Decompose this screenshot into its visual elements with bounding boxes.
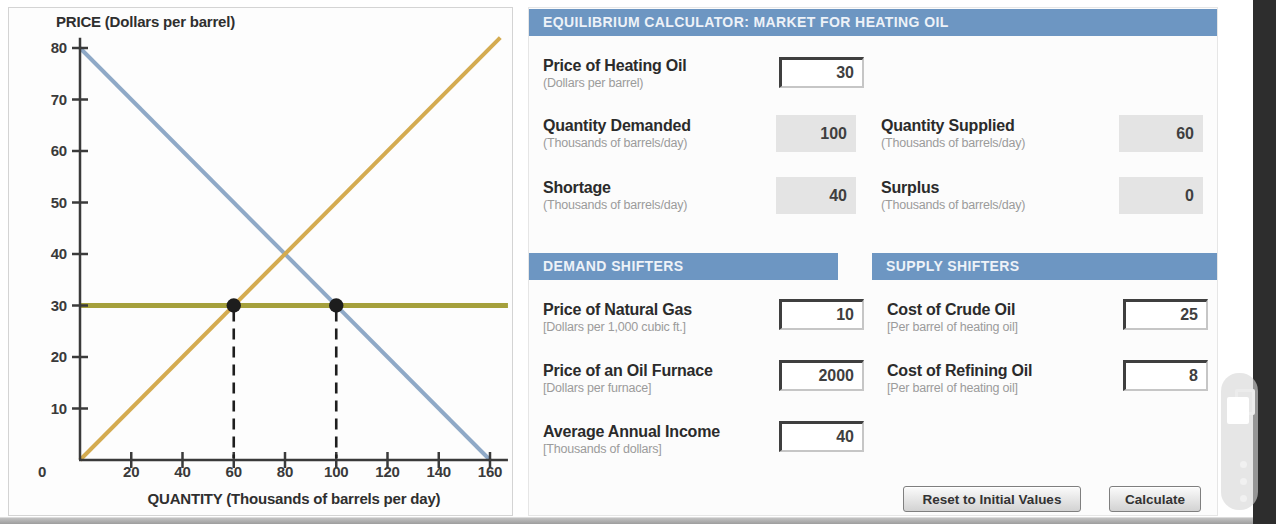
calculator-panel: EQUILIBRIUM CALCULATOR: MARKET FOR HEATI… — [528, 7, 1218, 516]
surplus-label: Surplus (Thousands of barrels/day) — [881, 179, 1025, 213]
svg-text:PRICE (Dollars per barrel): PRICE (Dollars per barrel) — [56, 13, 235, 30]
svg-text:100: 100 — [324, 463, 348, 480]
bottom-divider-band — [0, 517, 1276, 524]
price-of-heating-oil-label: Price of Heating Oil (Dollars per barrel… — [543, 57, 687, 91]
svg-text:50: 50 — [51, 194, 67, 211]
surplus-value: 0 — [1119, 177, 1203, 214]
svg-text:40: 40 — [174, 463, 190, 480]
svg-text:70: 70 — [51, 91, 67, 108]
app-window: 10 20 30 40 50 60 70 80 0 20 40 60 80 100 120 140 160 PRI… — [0, 0, 1276, 524]
price-of-oil-furnace-input[interactable] — [779, 360, 864, 391]
average-annual-income-label: Average Annual Income [Thousands of doll… — [543, 423, 720, 457]
svg-text:80: 80 — [277, 463, 293, 480]
shortage-label: Shortage (Thousands of barrels/day) — [543, 179, 687, 213]
svg-text:20: 20 — [123, 463, 139, 480]
svg-text:140: 140 — [427, 463, 451, 480]
calculator-title-bar: EQUILIBRIUM CALCULATOR: MARKET FOR HEATI… — [529, 9, 1217, 36]
quantity-demanded-label: Quantity Demanded (Thousands of barrels/… — [543, 117, 691, 151]
svg-text:40: 40 — [51, 245, 67, 262]
svg-text:10: 10 — [51, 400, 67, 417]
svg-text:60: 60 — [51, 142, 67, 159]
svg-text:0: 0 — [38, 463, 46, 480]
vertical-ellipsis-icon[interactable] — [1240, 461, 1248, 505]
price-of-oil-furnace-label: Price of an Oil Furnace [Dollars per fur… — [543, 362, 713, 396]
cost-of-refining-oil-label: Cost of Refining Oil [Per barrel of heat… — [887, 362, 1032, 396]
svg-text:120: 120 — [375, 463, 399, 480]
demand-shifters-header: DEMAND SHIFTERS — [529, 253, 838, 280]
average-annual-income-input[interactable] — [779, 421, 864, 452]
chart-panel: 10 20 30 40 50 60 70 80 0 20 40 60 80 100 120 140 160 PRI… — [8, 7, 513, 516]
svg-text:80: 80 — [51, 39, 67, 56]
shortage-value: 40 — [776, 177, 856, 214]
copy-window-icon-front — [1227, 397, 1249, 424]
reset-button[interactable]: Reset to Initial Values — [903, 486, 1081, 512]
price-of-natural-gas-input[interactable] — [779, 299, 864, 330]
svg-text:20: 20 — [51, 348, 67, 365]
cost-of-refining-oil-input[interactable] — [1123, 360, 1208, 391]
cost-of-crude-oil-input[interactable] — [1123, 299, 1208, 330]
price-of-natural-gas-label: Price of Natural Gas [Dollars per 1,000 … — [543, 301, 692, 335]
calculator-title: EQUILIBRIUM CALCULATOR: MARKET FOR HEATI… — [543, 14, 949, 30]
calculate-button[interactable]: Calculate — [1109, 486, 1201, 512]
svg-text:60: 60 — [226, 463, 242, 480]
cost-of-crude-oil-label: Cost of Crude Oil [Per barrel of heating… — [887, 301, 1018, 335]
quantity-demanded-value: 100 — [776, 115, 856, 152]
quantity-supplied-value: 60 — [1119, 115, 1203, 152]
supply-shifters-header: SUPPLY SHIFTERS — [872, 253, 1217, 280]
svg-text:QUANTITY (Thousands of barrels: QUANTITY (Thousands of barrels per day) — [148, 490, 441, 507]
quantity-supplied-label: Quantity Supplied (Thousands of barrels/… — [881, 117, 1025, 151]
svg-text:160: 160 — [478, 463, 502, 480]
copy-window-icon[interactable] — [1227, 388, 1259, 426]
svg-text:30: 30 — [51, 297, 67, 314]
price-of-heating-oil-input[interactable] — [779, 57, 864, 88]
equilibrium-chart: 10 20 30 40 50 60 70 80 0 20 40 60 80 100 120 140 160 PRI… — [9, 8, 512, 515]
